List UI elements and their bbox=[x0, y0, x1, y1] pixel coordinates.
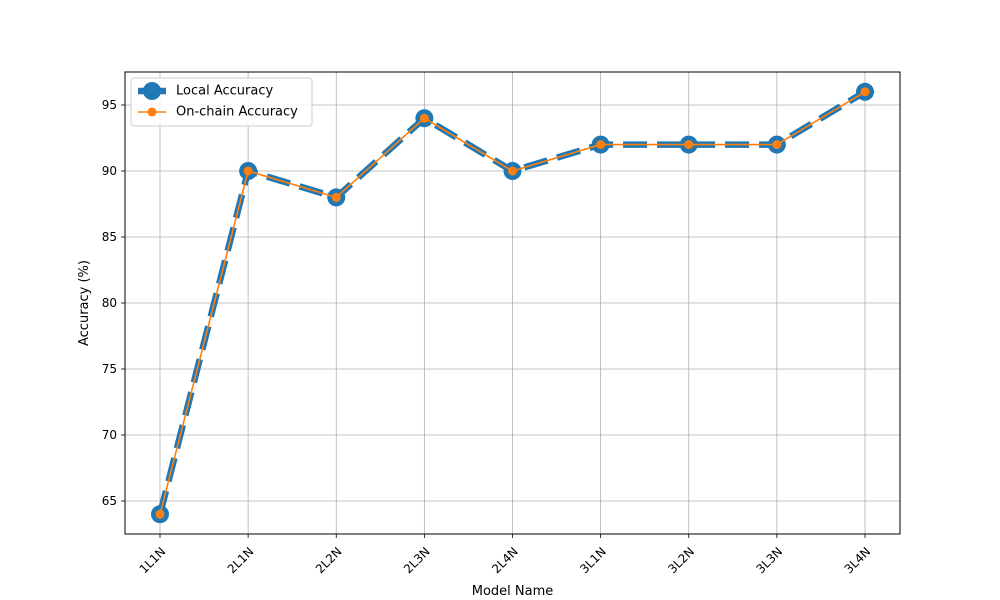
data-point-on-chain-accuracy bbox=[331, 192, 341, 202]
y-tick-label: 75 bbox=[102, 362, 117, 376]
legend-box bbox=[130, 77, 313, 127]
legend-label-on-chain-accuracy: On-chain Accuracy bbox=[176, 105, 298, 120]
y-axis-label: Accuracy (%) bbox=[77, 260, 92, 346]
data-point-on-chain-accuracy bbox=[684, 140, 694, 150]
data-point-on-chain-accuracy bbox=[508, 166, 517, 176]
data-point-on-chain-accuracy bbox=[596, 140, 606, 150]
y-tick-label: 90 bbox=[102, 164, 117, 178]
legend: Local Accuracy On-chain Accuracy bbox=[130, 77, 313, 127]
legend-marker-on-chain-accuracy bbox=[147, 107, 157, 117]
data-point-on-chain-accuracy bbox=[419, 113, 429, 123]
series-layer bbox=[151, 82, 874, 524]
y-tick-label: 80 bbox=[102, 296, 117, 310]
y-tick-label: 95 bbox=[102, 98, 117, 112]
y-tick-label: 85 bbox=[102, 230, 117, 244]
y-tick-label: 65 bbox=[102, 494, 117, 508]
data-point-on-chain-accuracy bbox=[772, 140, 782, 150]
legend-marker-local-accuracy bbox=[143, 82, 161, 100]
x-axis-label: Model Name bbox=[472, 584, 554, 599]
y-tick-label: 70 bbox=[102, 428, 117, 442]
data-point-on-chain-accuracy bbox=[243, 166, 253, 176]
legend-label-local-accuracy: Local Accuracy bbox=[176, 84, 273, 99]
data-point-on-chain-accuracy bbox=[860, 87, 870, 97]
data-point-on-chain-accuracy bbox=[155, 509, 165, 519]
